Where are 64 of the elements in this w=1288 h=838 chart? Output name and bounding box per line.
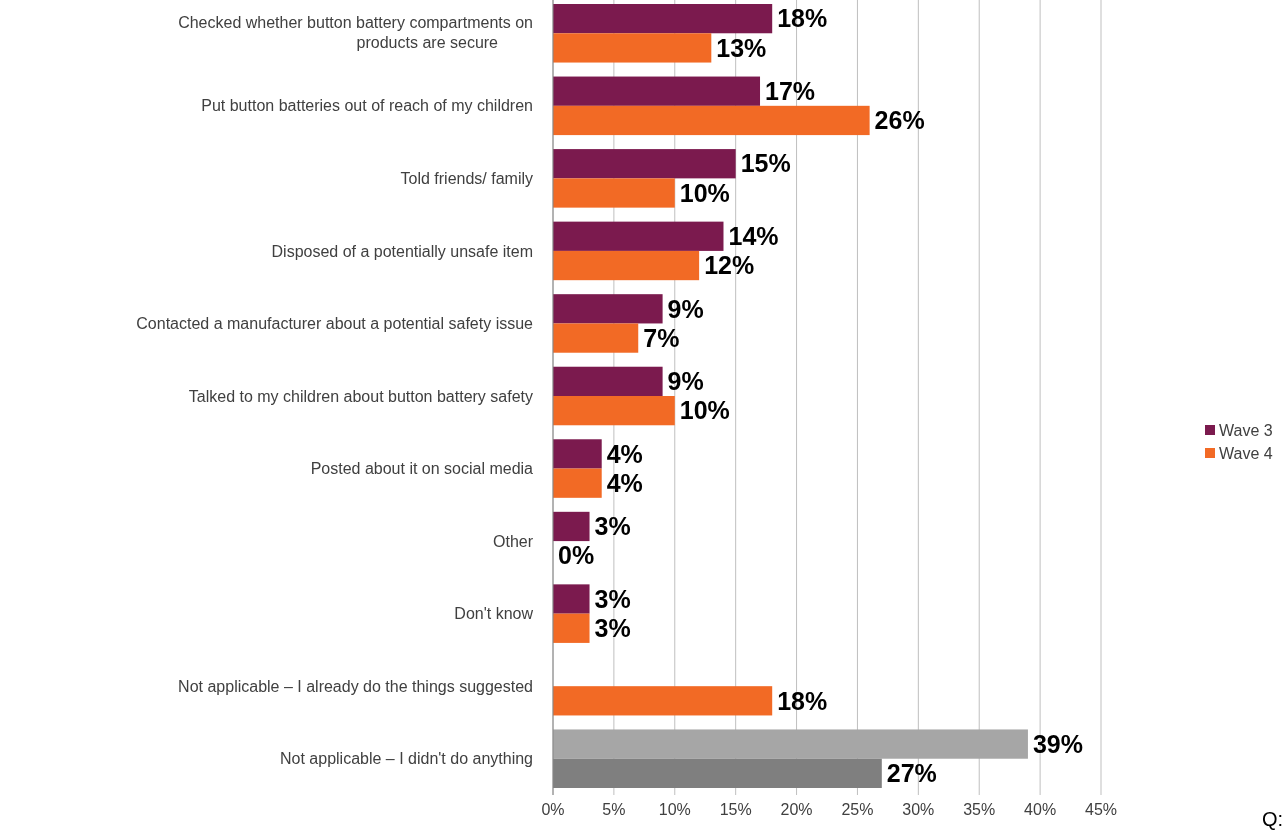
data-label: 15% <box>740 149 791 178</box>
data-label: 7% <box>643 323 680 352</box>
legend-label: Wave 3 <box>1219 421 1273 439</box>
y-tick-label: Told friends/ family <box>400 169 533 187</box>
data-label: 3% <box>594 584 631 613</box>
data-label: 9% <box>667 367 704 396</box>
x-tick-label: 30% <box>902 801 935 818</box>
text: Q: <box>1262 808 1284 830</box>
x-tick-label: 25% <box>841 801 874 818</box>
x-tick-label: 40% <box>1024 801 1057 818</box>
bar <box>553 613 590 643</box>
x-tick-label: 5% <box>602 801 626 818</box>
bar <box>553 294 663 324</box>
y-tick-label: Don't know <box>454 605 534 623</box>
bar <box>553 584 590 614</box>
bar <box>553 4 773 34</box>
bar <box>553 105 870 136</box>
bar <box>553 511 590 542</box>
x-tick-label: 45% <box>1084 801 1118 818</box>
bar <box>553 323 639 353</box>
data-label: 27% <box>886 759 937 788</box>
bar <box>553 178 675 208</box>
data-label: 10% <box>679 178 730 207</box>
bar <box>553 33 712 63</box>
y-tick-label: Checked whether button battery compartments on products are secure <box>178 14 533 52</box>
data-label: 3% <box>594 614 631 643</box>
y-tick-label: Put button batteries out of reach of my children <box>201 97 533 115</box>
data-label: 4% <box>606 468 643 497</box>
y-tick-label: Posted about it on social media <box>310 460 534 478</box>
data-label: 13% <box>716 33 767 62</box>
bar <box>553 396 675 426</box>
y-tick-label: Contacted a manufacturer about a potential safety issue <box>136 315 534 333</box>
y-tick-label: Talked to my children about button battery safety <box>188 387 533 405</box>
x-tick-label: 10% <box>658 801 691 818</box>
x-tick-label: 15% <box>719 801 752 818</box>
bar <box>553 76 761 106</box>
x-tick-label: 35% <box>963 801 996 818</box>
y-tick-label: Not applicable – I already do the things suggested <box>178 677 533 695</box>
legend-label: Wave 4 <box>1219 444 1273 462</box>
bar <box>553 439 602 469</box>
bar <box>553 250 700 281</box>
x-tick-label: 0% <box>541 801 565 818</box>
bar <box>553 149 736 179</box>
data-label: 10% <box>679 396 730 425</box>
data-label: 39% <box>1032 729 1083 758</box>
data-label: 9% <box>667 294 704 323</box>
data-label: 14% <box>728 222 779 251</box>
y-tick-label: Disposed of a potentially unsafe item <box>271 242 533 260</box>
data-label: 4% <box>606 439 643 468</box>
data-label: 18% <box>777 4 828 33</box>
data-label: 0% <box>558 541 595 570</box>
x-tick-label: 20% <box>780 801 813 818</box>
data-label: 17% <box>765 76 816 105</box>
bar <box>553 686 773 716</box>
data-label: 3% <box>594 512 631 541</box>
bar <box>553 729 1028 759</box>
data-label: 18% <box>777 686 828 715</box>
bar <box>553 221 724 251</box>
data-label: 12% <box>704 251 755 280</box>
data-label: 26% <box>874 106 925 135</box>
bar <box>553 366 663 396</box>
bar <box>553 468 602 498</box>
y-tick-label: Other <box>492 532 534 550</box>
y-tick-label: Not applicable – I didn't do anything <box>279 750 533 768</box>
